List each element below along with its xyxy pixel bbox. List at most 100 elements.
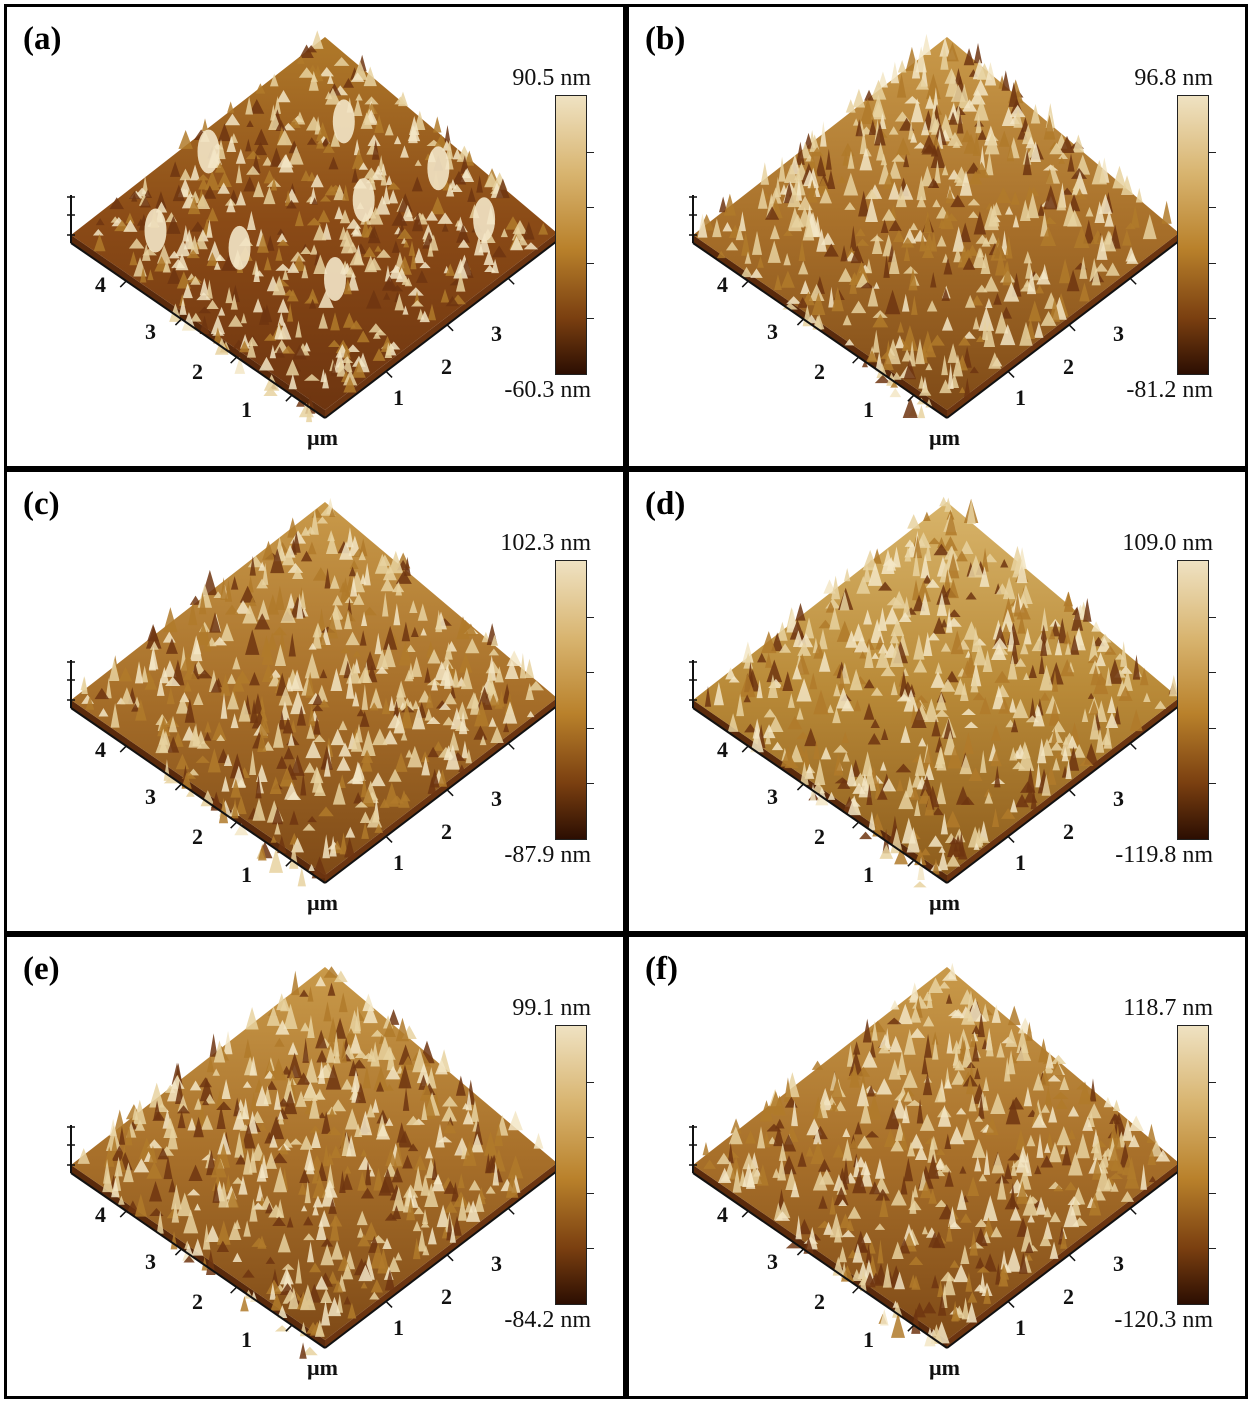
surface-peak (288, 373, 298, 390)
surface-peak (1061, 746, 1069, 762)
surface-peak (826, 704, 834, 713)
surface-peak (348, 566, 357, 577)
surface-peak (118, 1126, 126, 1145)
surface-peak (735, 225, 744, 241)
surface-peak (1007, 1005, 1021, 1026)
surface-peak (1002, 576, 1016, 600)
surface-peak (505, 1172, 519, 1198)
surface-peak (969, 366, 979, 374)
colorbar-tick (1208, 1248, 1216, 1250)
surface-peak (407, 1143, 419, 1152)
surface-peak (1017, 614, 1026, 634)
surface-peak (978, 306, 995, 331)
surface-peak (970, 673, 979, 693)
surface-peak (229, 753, 245, 779)
surface-peak (369, 687, 383, 709)
surface-peak (407, 745, 423, 768)
surface-peak (910, 786, 920, 800)
surface-peak (851, 1268, 862, 1282)
surface-peak (230, 284, 240, 303)
surface-peak (867, 1094, 882, 1120)
afm-panel-f: (f) 118.7 nm -120.3 nm 4 3 2 1 1 2 3 µm (626, 934, 1248, 1399)
surface-peak (139, 196, 151, 208)
surface-peak (452, 1215, 462, 1236)
surface-peak (745, 1168, 756, 1189)
surface-side-right (947, 1163, 1179, 1348)
surface-peak (1066, 269, 1080, 292)
axis-tick-right-3: 3 (491, 786, 502, 811)
surface-peak (183, 1255, 195, 1263)
surface-peak (227, 101, 235, 113)
surface-peak (214, 254, 226, 261)
surface-peak (488, 717, 497, 727)
surface-side-left (71, 235, 325, 418)
panel-label: (f) (645, 951, 678, 987)
surface-peak (769, 187, 782, 204)
surface-peak (853, 636, 870, 653)
surface-peak (890, 381, 899, 388)
surface-peak (1091, 266, 1101, 286)
surface-peak (308, 864, 315, 872)
surface-peak (1060, 1231, 1068, 1249)
surface-peak (431, 1158, 438, 1181)
surface-peak (123, 219, 138, 232)
surface-peak (881, 777, 897, 792)
surface-peak (311, 30, 324, 49)
surface-peak (1110, 1158, 1121, 1172)
surface-peak (394, 293, 405, 311)
surface-peak (314, 116, 322, 135)
surface-peak (829, 607, 841, 630)
surface-peak (800, 761, 809, 785)
surface-peak (1071, 167, 1087, 179)
surface-peak (1036, 1133, 1044, 1158)
surface-peak (235, 1154, 247, 1165)
surface-peak (299, 1168, 310, 1183)
surface-peak (1076, 188, 1083, 196)
surface-peak (243, 176, 257, 192)
surface-peak (318, 290, 334, 308)
surface-peak (460, 667, 473, 690)
surface-peak (842, 1127, 851, 1138)
surface-peak (383, 625, 398, 650)
surface-peak-large (144, 208, 167, 253)
surface-peak (849, 1062, 860, 1088)
surface-peak (1093, 671, 1109, 695)
surface-peak (743, 694, 751, 703)
surface-peak (165, 676, 181, 686)
surface-peak (1039, 1232, 1052, 1247)
surface-peak (859, 147, 873, 171)
surface-peak (803, 617, 815, 639)
surface-peak (1113, 705, 1121, 725)
surface-peak (391, 240, 401, 253)
surface-peak (1105, 712, 1119, 729)
surface-peak (787, 693, 795, 708)
surface-peak (853, 1156, 861, 1178)
surface-peak (357, 1233, 371, 1247)
surface-peak (269, 73, 279, 87)
axis-right-tick (385, 835, 393, 843)
surface-peak (934, 1087, 946, 1103)
surface-peak (973, 211, 987, 235)
surface-peak (1083, 219, 1095, 244)
surface-peak (282, 1270, 293, 1291)
surface-peak (407, 287, 424, 296)
surface-peak (473, 725, 488, 740)
surface-peak (398, 1064, 412, 1089)
surface-peak (462, 1140, 477, 1166)
surface-peak (1034, 1164, 1042, 1175)
surface-peak (355, 1082, 367, 1104)
surface-peak (474, 700, 489, 727)
surface-peak (411, 176, 423, 192)
surface-peak (300, 772, 307, 796)
surface-peak (931, 718, 941, 737)
surface-peak (889, 631, 900, 644)
surface-peak (872, 313, 889, 328)
surface-peak (221, 254, 237, 271)
surface-peak (348, 1009, 361, 1034)
surface-peak (925, 94, 935, 109)
surface-peak (385, 175, 393, 186)
surface-peak (240, 312, 247, 324)
surface-peak (985, 1032, 994, 1057)
surface-peak (943, 1078, 953, 1089)
surface-peak (278, 686, 293, 706)
